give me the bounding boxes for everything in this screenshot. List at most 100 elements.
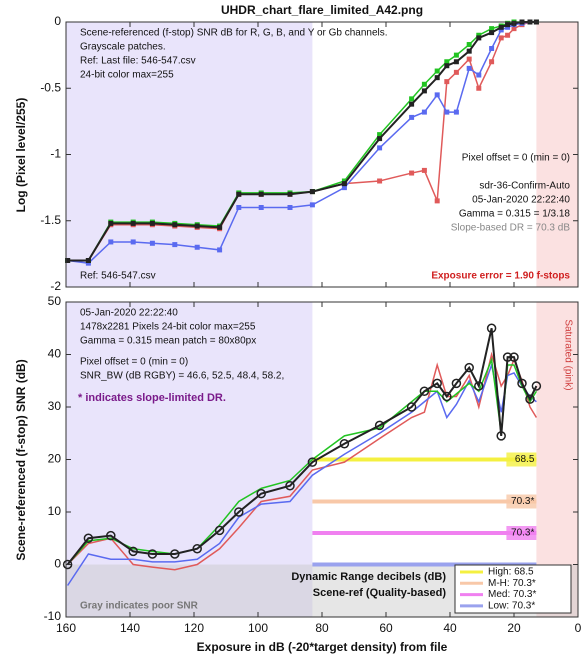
marker xyxy=(434,92,440,98)
dr-label: 70.3* xyxy=(511,528,534,539)
marker xyxy=(432,378,442,389)
chart-title: UHDR_chart_flare_limited_A42.png xyxy=(221,3,423,17)
note: Scene-referenced (f-stop) SNR dB for R, … xyxy=(80,28,388,39)
y-tick-label: -2 xyxy=(50,279,61,293)
marker xyxy=(192,544,202,554)
marker xyxy=(511,26,517,32)
marker xyxy=(409,170,415,176)
marker xyxy=(287,205,293,210)
marker xyxy=(505,32,511,38)
ref: Ref: 546-547.csv xyxy=(80,271,156,282)
marker xyxy=(444,79,450,85)
marker xyxy=(421,167,427,173)
marker xyxy=(236,205,242,210)
x-axis-label: Exposure in dB (-20*target density) from… xyxy=(197,640,448,654)
marker xyxy=(307,457,318,467)
marker xyxy=(85,258,91,263)
marker xyxy=(444,63,450,69)
panel-top: -2 -1.5 -1 -0.5 0 xyxy=(40,14,579,293)
dr-label: 68.5 xyxy=(515,454,535,465)
marker xyxy=(476,35,482,41)
marker xyxy=(85,260,91,266)
region xyxy=(66,302,313,617)
marker xyxy=(341,178,347,184)
marker xyxy=(377,178,383,184)
series-line xyxy=(67,351,538,571)
info: 05-Jan-2020 22:22:40 xyxy=(472,195,570,206)
marker xyxy=(498,27,504,33)
marker xyxy=(377,132,383,138)
marker xyxy=(217,247,223,253)
x-tick-label: 100 xyxy=(248,621,268,635)
marker xyxy=(466,42,472,48)
series-line xyxy=(67,21,537,264)
marker xyxy=(236,191,242,197)
marker xyxy=(489,26,495,32)
marker xyxy=(128,546,138,557)
marker xyxy=(466,48,472,54)
x-tick-label: 80 xyxy=(315,621,329,635)
series-line xyxy=(67,21,537,262)
marker xyxy=(496,431,506,441)
legend-label: High: 68.5 xyxy=(488,567,534,578)
marker xyxy=(65,258,71,263)
marker xyxy=(147,549,158,559)
marker xyxy=(258,205,264,210)
marker xyxy=(194,223,200,229)
y-axis-label: Log (Pixel level/255) xyxy=(14,98,28,213)
marker xyxy=(83,533,94,543)
legend-label: Med: 70.3* xyxy=(488,589,536,600)
y-tick-label: 10 xyxy=(48,504,62,518)
marker xyxy=(409,96,415,102)
dr-label-bg xyxy=(506,452,537,467)
note: Ref: Last file: 546-547.csv xyxy=(80,56,196,67)
marker xyxy=(476,32,482,38)
panel-bottom: 68.5 70.3* 70.3* -10 0 10 20 30 40 50 160 140 120 100… xyxy=(44,294,582,635)
dr-label-bg xyxy=(506,526,537,540)
marker xyxy=(194,244,200,250)
y-tick-label: -0.5 xyxy=(40,80,61,94)
marker xyxy=(377,145,383,151)
marker xyxy=(489,46,495,51)
info: sdr-36-Confirm-Auto xyxy=(479,181,570,192)
marker xyxy=(486,323,497,333)
marker xyxy=(434,68,440,74)
x-tick-label: 20 xyxy=(507,621,521,635)
marker xyxy=(309,189,315,195)
marker xyxy=(108,220,114,226)
note: 05-Jan-2020 22:22:40 xyxy=(80,308,178,319)
y-tick-label: 0 xyxy=(54,557,61,571)
marker xyxy=(498,35,504,41)
note: 24-bit color max=255 xyxy=(80,70,174,81)
dr-label-bg xyxy=(506,494,537,509)
marker xyxy=(172,242,178,248)
legend-label: M-H: 70.3* xyxy=(488,578,536,589)
info: Gamma = 0.315 = 1/3.18 xyxy=(459,209,571,220)
note: Pixel offset = 0 (min = 0) xyxy=(80,357,188,368)
dr-title: Dynamic Range decibels (dB) xyxy=(291,571,446,583)
region xyxy=(66,22,313,287)
series-line xyxy=(67,21,537,262)
marker xyxy=(489,59,495,65)
marker xyxy=(419,386,430,396)
y-tick-label: 50 xyxy=(48,294,62,308)
x-tick-label: 160 xyxy=(56,621,76,635)
marker xyxy=(498,24,504,30)
marker xyxy=(502,352,513,362)
marker xyxy=(421,88,427,94)
marker xyxy=(421,81,427,87)
marker xyxy=(258,191,264,197)
y-tick-label: -10 xyxy=(44,609,62,623)
marker xyxy=(172,222,178,228)
y-tick-label: 40 xyxy=(48,347,62,361)
marker xyxy=(409,114,415,120)
note: Grayscale patches. xyxy=(80,42,166,53)
dr-title: Scene-ref (Quality-based) xyxy=(313,587,447,599)
marker xyxy=(517,378,527,389)
marker xyxy=(444,59,450,65)
marker xyxy=(531,381,542,391)
marker xyxy=(341,185,347,191)
marker xyxy=(217,224,223,230)
